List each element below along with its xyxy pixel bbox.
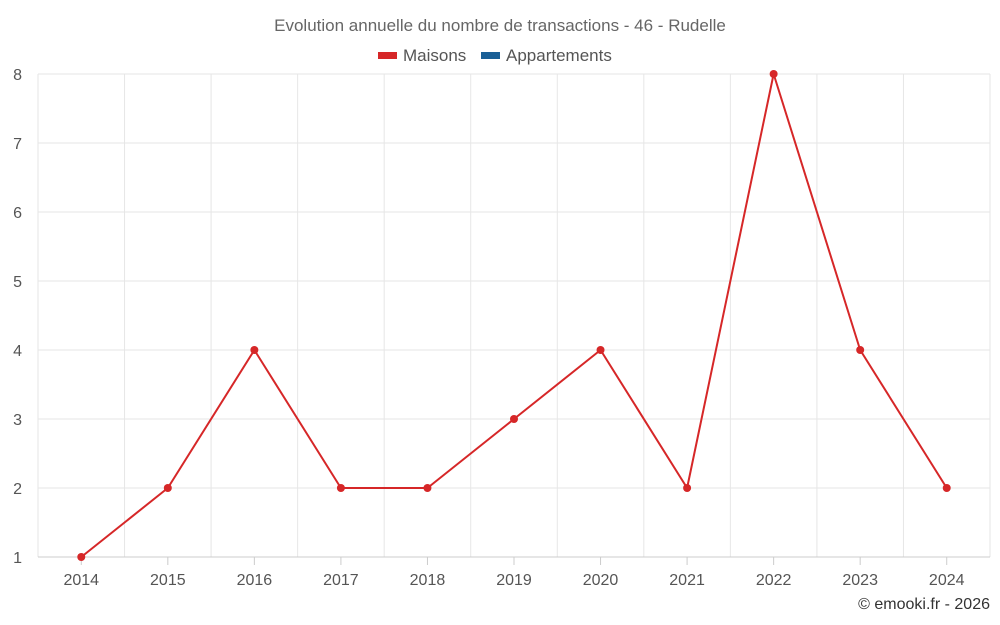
legend: Maisons Appartements <box>378 46 612 65</box>
y-tick-label: 5 <box>13 274 22 291</box>
data-point-maisons[interactable] <box>163 484 172 492</box>
y-tick-label: 3 <box>13 412 22 429</box>
x-tick-label: 2024 <box>929 572 965 589</box>
y-tick-label: 4 <box>13 343 22 360</box>
legend-swatch-appartements <box>481 52 500 59</box>
x-tick-label: 2022 <box>756 572 792 589</box>
y-tick-label: 6 <box>13 205 22 222</box>
x-tick-label: 2020 <box>583 572 619 589</box>
series-maisons <box>77 70 951 561</box>
legend-item-maisons[interactable]: Maisons <box>378 46 466 65</box>
legend-item-appartements[interactable]: Appartements <box>481 46 612 65</box>
data-point-maisons[interactable] <box>942 484 951 492</box>
y-axis-ticks: 1 2 3 4 5 6 7 8 <box>13 67 22 567</box>
data-point-maisons[interactable] <box>510 415 518 423</box>
x-tick-label: 2015 <box>150 572 186 589</box>
x-tick-label: 2018 <box>410 572 446 589</box>
y-tick-label: 8 <box>13 67 22 84</box>
x-tick-label: 2014 <box>63 572 99 589</box>
chart-title: Evolution annuelle du nombre de transact… <box>274 16 726 35</box>
x-axis-ticks: 2014 2015 2016 2017 2018 2019 2020 2021 2022 2023… <box>63 557 965 589</box>
data-point-maisons[interactable] <box>423 484 432 492</box>
y-tick-label: 7 <box>13 136 22 153</box>
data-point-maisons[interactable] <box>77 553 86 561</box>
legend-swatch-maisons <box>378 52 397 59</box>
x-tick-label: 2017 <box>323 572 359 589</box>
y-tick-label: 2 <box>13 481 22 498</box>
x-tick-label: 2016 <box>237 572 273 589</box>
data-point-maisons[interactable] <box>683 484 692 492</box>
data-point-maisons[interactable] <box>769 70 778 78</box>
credit-text: © emooki.fr - 2026 <box>858 596 990 613</box>
x-tick-label: 2021 <box>669 572 705 589</box>
data-point-maisons[interactable] <box>336 484 345 492</box>
y-tick-label: 1 <box>13 550 22 567</box>
gridlines <box>37 73 991 557</box>
legend-label-maisons: Maisons <box>403 46 466 65</box>
data-point-maisons[interactable] <box>596 346 605 354</box>
legend-label-appartements: Appartements <box>506 46 612 65</box>
x-tick-label: 2023 <box>842 572 878 589</box>
data-point-maisons[interactable] <box>856 346 865 354</box>
data-point-maisons[interactable] <box>250 346 259 354</box>
x-tick-label: 2019 <box>496 572 532 589</box>
